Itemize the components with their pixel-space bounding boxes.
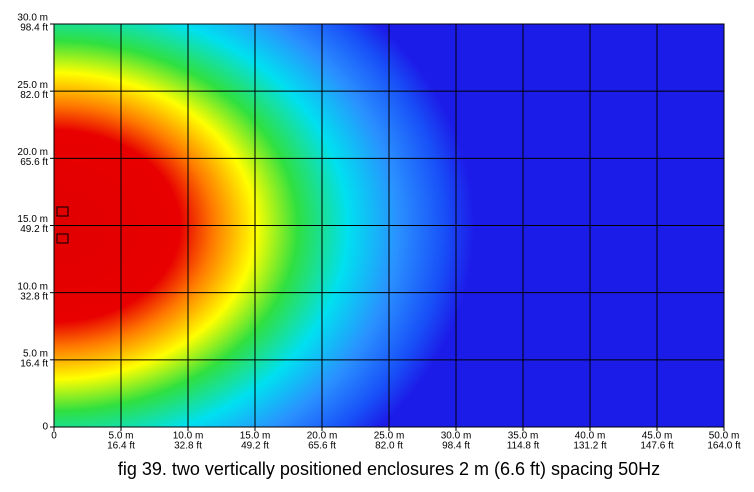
y-tick-label-ft: 32.8 ft <box>20 291 48 302</box>
x-tick-label-ft: 16.4 ft <box>107 441 135 452</box>
x-tick-label: 20.0 m <box>307 431 338 442</box>
y-tick-label: 20.0 m <box>17 147 48 158</box>
x-tick-label: 50.0 m <box>709 431 740 442</box>
x-tick-label: 0 <box>51 431 57 442</box>
x-tick-label: 5.0 m <box>108 431 133 442</box>
caption: fig 39. two vertically positioned enclos… <box>118 459 660 479</box>
x-tick-label-ft: 82.0 ft <box>375 441 403 452</box>
enclosure <box>56 206 69 217</box>
y-tick-label: 30.0 m <box>17 13 48 24</box>
y-tick-label-ft: 82.0 ft <box>20 90 48 101</box>
x-tick-label: 25.0 m <box>374 431 405 442</box>
x-tick-label-ft: 164.0 ft <box>707 441 741 452</box>
y-tick-label-ft: 16.4 ft <box>20 358 48 369</box>
x-tick-label-ft: 32.8 ft <box>174 441 202 452</box>
x-tick-label: 30.0 m <box>441 431 472 442</box>
y-tick-label-ft: 65.6 ft <box>20 157 48 168</box>
y-tick-label: 0 <box>42 422 48 433</box>
enclosure <box>56 233 69 244</box>
x-tick-label-ft: 131.2 ft <box>573 441 607 452</box>
x-tick-label: 15.0 m <box>240 431 271 442</box>
y-tick-label: 5.0 m <box>23 348 48 359</box>
y-tick-label-ft: 49.2 ft <box>20 224 48 235</box>
y-tick-label-ft: 98.4 ft <box>20 23 48 34</box>
x-tick-label-ft: 114.8 ft <box>507 441 540 452</box>
x-tick-label-ft: 49.2 ft <box>241 441 269 452</box>
y-tick-label: 10.0 m <box>17 281 48 292</box>
y-tick-label: 15.0 m <box>17 214 48 225</box>
x-tick-label-ft: 65.6 ft <box>308 441 336 452</box>
y-tick-label: 25.0 m <box>17 80 48 91</box>
x-tick-label: 45.0 m <box>642 431 673 442</box>
x-tick-label-ft: 98.4 ft <box>442 441 470 452</box>
x-tick-label: 35.0 m <box>508 431 539 442</box>
x-tick-label: 40.0 m <box>575 431 606 442</box>
x-tick-label-ft: 147.6 ft <box>640 441 674 452</box>
x-tick-label: 10.0 m <box>173 431 204 442</box>
